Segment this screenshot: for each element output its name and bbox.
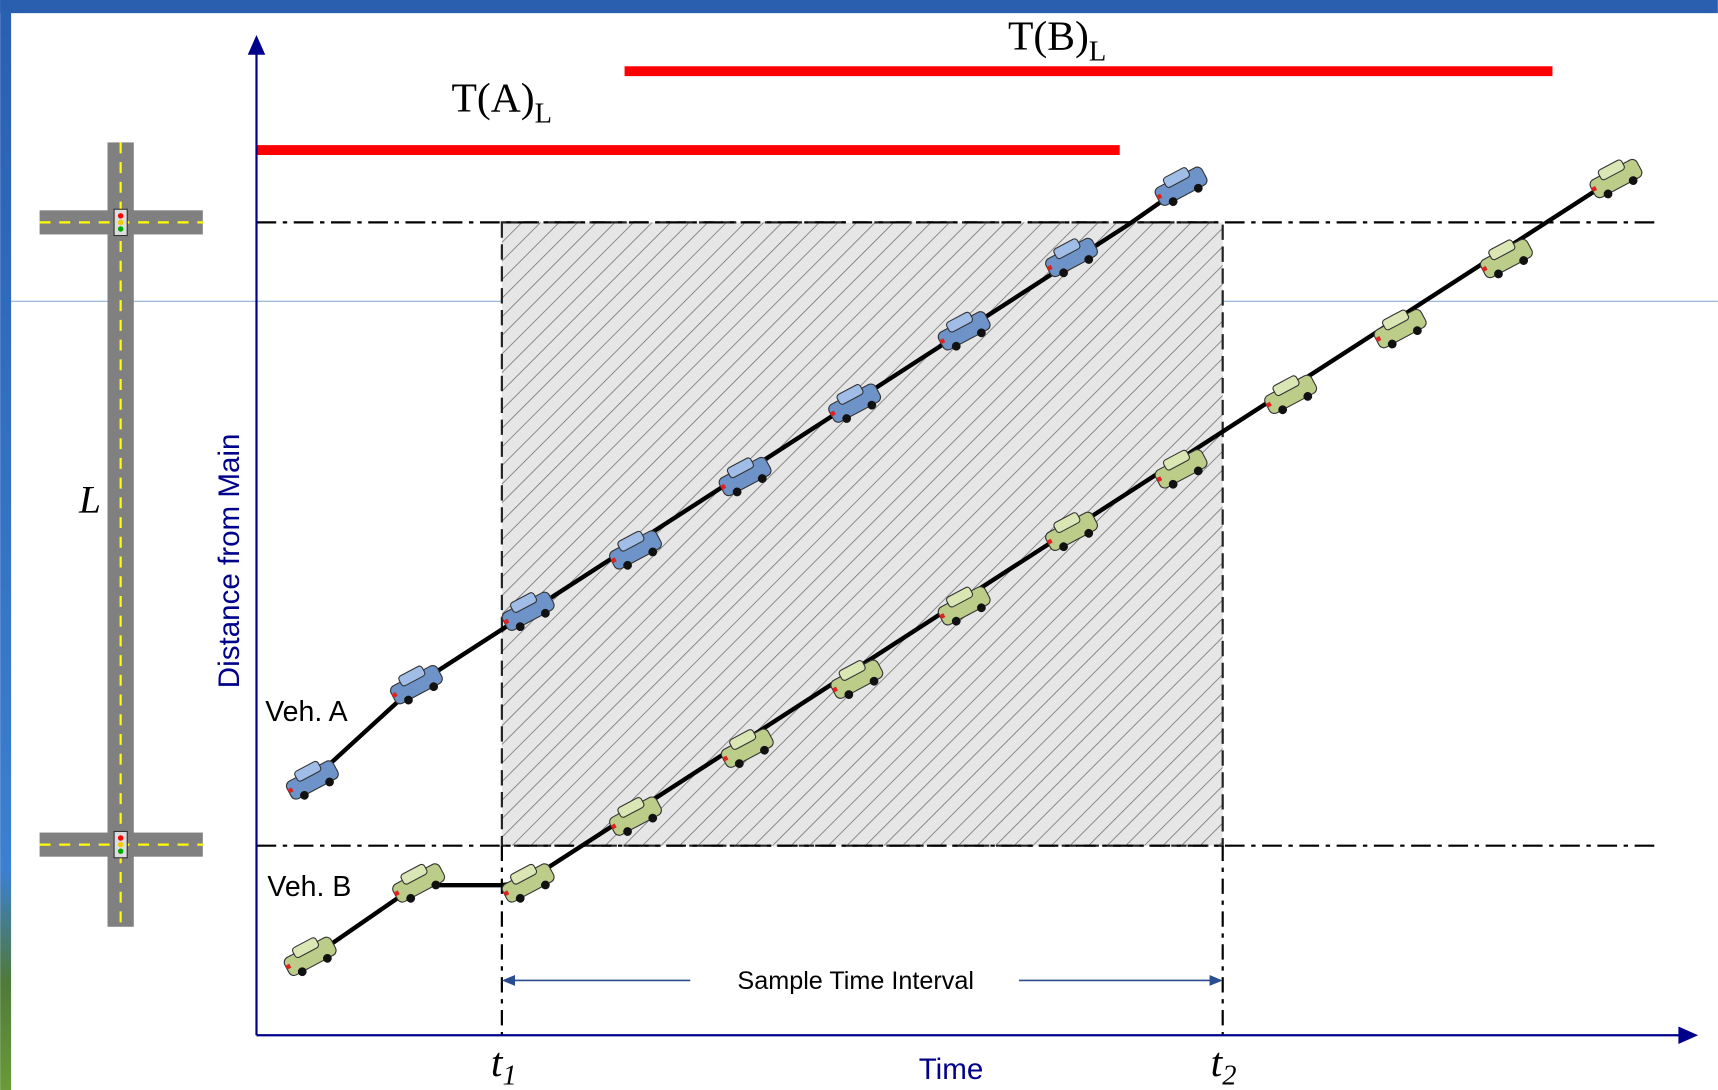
side-bar	[0, 0, 12, 1090]
top-bar	[0, 0, 1718, 14]
car	[1475, 232, 1537, 284]
y-axis-label: Distance from Main	[213, 434, 246, 689]
ta-label: T(A)L	[451, 76, 552, 130]
road-map	[39, 142, 203, 927]
length-label: L	[78, 478, 101, 522]
interval-label: Sample Time Interval	[737, 967, 974, 995]
car	[279, 929, 341, 982]
veh-a-label: Veh. A	[265, 696, 347, 728]
veh-b-path	[308, 175, 1618, 961]
veh-b-label: Veh. B	[267, 871, 351, 903]
t2-label: t2	[1211, 1040, 1237, 1090]
veh-a-path	[310, 184, 1185, 782]
x-axis-label: Time	[919, 1053, 984, 1086]
axes	[247, 35, 1699, 1044]
car	[1585, 152, 1647, 205]
t1-label: t1	[491, 1040, 517, 1090]
sample-region	[500, 221, 1224, 847]
interval-arrow	[501, 974, 1223, 986]
tb-label: T(B)L	[1008, 13, 1106, 67]
